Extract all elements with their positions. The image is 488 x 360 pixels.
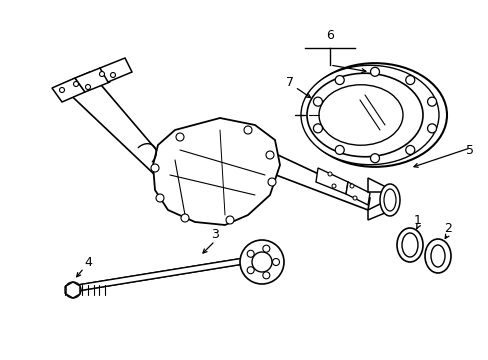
- Circle shape: [156, 194, 163, 202]
- Circle shape: [110, 72, 115, 77]
- Circle shape: [313, 97, 322, 106]
- Ellipse shape: [318, 85, 402, 145]
- Circle shape: [267, 178, 275, 186]
- Text: 3: 3: [211, 229, 219, 242]
- Circle shape: [313, 124, 322, 133]
- Circle shape: [405, 145, 414, 154]
- Circle shape: [181, 214, 189, 222]
- Circle shape: [99, 72, 104, 77]
- Polygon shape: [153, 118, 280, 225]
- Circle shape: [85, 85, 90, 90]
- Ellipse shape: [379, 184, 399, 216]
- Polygon shape: [65, 257, 249, 293]
- Polygon shape: [60, 72, 164, 175]
- Polygon shape: [75, 68, 110, 92]
- Ellipse shape: [401, 233, 417, 257]
- Circle shape: [335, 76, 344, 85]
- Ellipse shape: [396, 228, 422, 262]
- Circle shape: [240, 240, 284, 284]
- Polygon shape: [66, 282, 80, 298]
- Circle shape: [335, 145, 344, 154]
- Ellipse shape: [306, 73, 422, 157]
- Ellipse shape: [424, 239, 450, 273]
- Ellipse shape: [303, 63, 446, 167]
- Circle shape: [246, 267, 254, 274]
- Circle shape: [225, 216, 234, 224]
- Circle shape: [370, 154, 379, 163]
- Circle shape: [349, 184, 353, 188]
- Circle shape: [151, 164, 159, 172]
- Circle shape: [244, 126, 251, 134]
- Ellipse shape: [383, 189, 395, 211]
- Ellipse shape: [65, 282, 81, 298]
- Text: 6: 6: [325, 28, 333, 41]
- Circle shape: [370, 67, 379, 76]
- Polygon shape: [346, 182, 369, 205]
- Text: 4: 4: [84, 256, 92, 269]
- Circle shape: [176, 133, 183, 141]
- Circle shape: [265, 151, 273, 159]
- Circle shape: [427, 124, 436, 133]
- Circle shape: [272, 258, 279, 266]
- Circle shape: [262, 272, 269, 279]
- Ellipse shape: [430, 245, 444, 267]
- Circle shape: [352, 196, 356, 200]
- Polygon shape: [275, 155, 369, 210]
- Text: 7: 7: [285, 76, 293, 89]
- Circle shape: [73, 81, 79, 86]
- Ellipse shape: [301, 65, 438, 165]
- Circle shape: [246, 250, 254, 257]
- Text: 1: 1: [413, 213, 421, 226]
- Circle shape: [427, 97, 436, 106]
- Polygon shape: [100, 58, 132, 82]
- Text: 5: 5: [465, 144, 473, 157]
- Polygon shape: [315, 168, 347, 194]
- Circle shape: [60, 87, 64, 93]
- Circle shape: [251, 252, 271, 272]
- Text: 2: 2: [443, 221, 451, 234]
- Circle shape: [405, 76, 414, 85]
- Polygon shape: [367, 178, 391, 220]
- Circle shape: [262, 245, 269, 252]
- Circle shape: [327, 172, 331, 176]
- Circle shape: [331, 184, 335, 188]
- Polygon shape: [52, 78, 85, 102]
